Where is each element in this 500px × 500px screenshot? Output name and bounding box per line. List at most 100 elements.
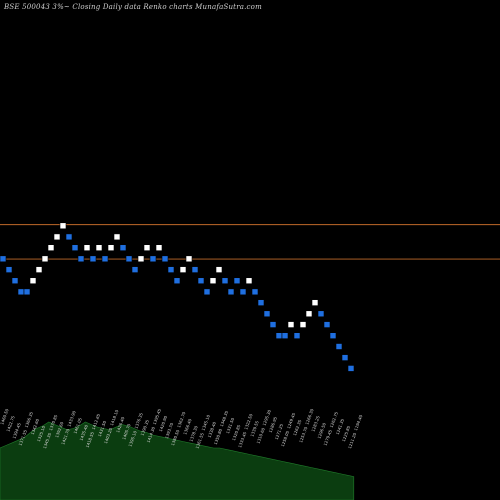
x-tick-label: 1422.75 — [5, 415, 16, 433]
x-tick-label: 1392.60 — [54, 421, 65, 439]
x-tick-label: 1283.25 — [310, 415, 321, 433]
renko-brick-down — [269, 321, 277, 328]
renko-brick-up — [155, 244, 163, 252]
x-tick-label: 1395.45 — [152, 408, 163, 426]
x-tick-label: 1253.70 — [298, 426, 309, 444]
x-tick-label: 1394.45 — [11, 422, 22, 440]
x-tick-label: 1461.05 — [72, 417, 83, 435]
renko-brick-down — [293, 332, 301, 339]
renko-brick-down — [257, 299, 265, 306]
x-tick-label: 1412.65 — [91, 413, 102, 431]
x-tick-label: 1325.10 — [36, 425, 47, 443]
x-tick-label: 1348.35 — [219, 410, 230, 428]
renko-brick-down — [89, 255, 97, 263]
renko-brick-down — [233, 277, 241, 285]
renko-brick-down — [227, 288, 235, 296]
x-tick-label: 1378.30 — [188, 425, 199, 443]
x-tick-label: 1435.40 — [79, 424, 90, 442]
renko-brick-up — [47, 244, 55, 252]
x-tick-label: 1338.40 — [207, 421, 218, 439]
renko-brick-down — [149, 255, 157, 263]
renko-brick-up — [311, 299, 319, 306]
renko-brick-down — [341, 354, 349, 361]
renko-brick-down — [65, 233, 73, 241]
renko-bricks — [0, 222, 355, 372]
x-tick-label: 1380.50 — [170, 429, 181, 447]
x-tick-label: 1362.70 — [176, 411, 187, 429]
x-tick-label: 1333.45 — [237, 431, 248, 449]
x-tick-label: 1345.10 — [201, 414, 212, 432]
renko-brick-up — [287, 321, 295, 328]
renko-brick-down — [77, 255, 85, 263]
renko-brick-down — [347, 365, 355, 372]
renko-brick-up — [83, 244, 91, 252]
renko-brick-up — [185, 255, 193, 263]
renko-brick-down — [197, 277, 205, 285]
renko-brick-down — [119, 244, 127, 252]
renko-brick-up — [299, 321, 307, 328]
renko-brick-down — [167, 266, 175, 273]
x-tick-label: 1376.35 — [133, 412, 144, 430]
renko-brick-up — [53, 233, 61, 241]
renko-brick-down — [263, 310, 271, 318]
x-tick-label: 1262.35 — [292, 419, 303, 437]
x-tick-label: 1431.50 — [97, 420, 108, 438]
x-tick-labels: 1460.501422.751394.451371.551366.351342.… — [0, 408, 364, 450]
x-tick-label: 1241.35 — [335, 418, 346, 436]
renko-brick-up — [113, 233, 121, 241]
x-tick-label: 1345.35 — [42, 432, 53, 450]
renko-brick-down — [329, 332, 337, 339]
x-tick-label: 1426.40 — [115, 416, 126, 434]
renko-brick-down — [161, 255, 169, 263]
x-tick-label: 1418.10 — [109, 409, 120, 427]
renko-brick-down — [251, 288, 259, 296]
renko-brick-up — [41, 255, 49, 263]
renko-brick-up — [137, 255, 145, 263]
renko-brick-down — [239, 288, 247, 296]
x-tick-label: 1390.35 — [140, 419, 151, 437]
x-tick-label: 1266.30 — [304, 408, 315, 426]
x-tick-label: 1366.35 — [24, 411, 35, 429]
renko-brick-up — [305, 310, 313, 318]
renko-brick-up — [245, 277, 253, 285]
renko-brick-up — [179, 266, 187, 273]
x-tick-label: 1331.50 — [225, 417, 236, 435]
x-tick-label: 1460.50 — [0, 408, 10, 426]
renko-brick-down — [317, 310, 325, 318]
x-tick-label: 1370.85 — [48, 414, 59, 432]
renko-brick-down — [125, 255, 133, 263]
x-tick-label: 1342.60 — [30, 418, 41, 436]
renko-brick-up — [209, 277, 217, 285]
renko-brick-down — [71, 244, 79, 252]
x-tick-label: 1371.55 — [18, 429, 29, 447]
renko-brick-up — [59, 222, 67, 230]
renko-brick-up — [95, 244, 103, 252]
renko-brick-up — [143, 244, 151, 252]
x-tick-label: 1418.55 — [85, 431, 96, 449]
x-tick-label: 1271.25 — [274, 423, 285, 441]
renko-brick-down — [203, 288, 211, 296]
chart-title: BSE 500043 3%~ Closing Daily data Renko … — [4, 3, 262, 11]
x-tick-label: 1262.75 — [329, 411, 340, 429]
renko-brick-down — [335, 343, 343, 350]
reference-lines — [0, 224, 500, 260]
x-tick-label: 1421.70 — [60, 428, 71, 446]
x-tick-label: 1211.20 — [347, 432, 358, 450]
x-tick-label: 1420.90 — [158, 415, 169, 433]
x-tick-label: 1403.20 — [103, 427, 114, 445]
renko-brick-down — [101, 255, 109, 263]
renko-brick-down — [191, 266, 199, 273]
renko-brick-up — [35, 266, 43, 273]
volume-area — [0, 421, 355, 500]
x-tick-label: 1350.80 — [213, 428, 224, 446]
x-tick-label: 1225.85 — [341, 425, 352, 443]
renko-brick-up — [215, 266, 223, 273]
renko-brick-down — [11, 277, 19, 285]
x-tick-label: 1433.90 — [66, 410, 77, 428]
renko-brick-up — [29, 277, 37, 285]
renko-brick-down — [131, 266, 139, 273]
renko-brick-down — [0, 255, 7, 263]
renko-brick-down — [221, 277, 229, 285]
renko-brick-down — [5, 266, 13, 273]
